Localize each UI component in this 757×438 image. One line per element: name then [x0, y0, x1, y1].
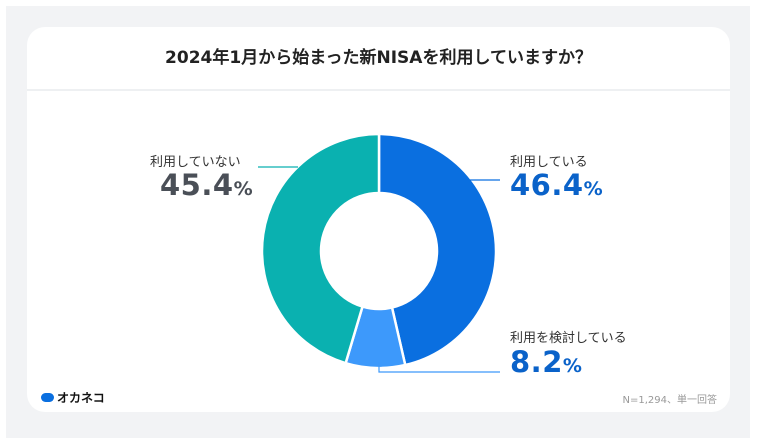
- sample-note: N=1,294、単一回答: [622, 395, 718, 406]
- label-not-using: 利用していない: [150, 155, 241, 170]
- brand-logo: オカネコ: [41, 389, 105, 406]
- slice-using: [377, 132, 498, 367]
- label-considering: 利用を検討している: [510, 331, 627, 346]
- value-using: 46.4%: [510, 168, 604, 202]
- value-not-using: 45.4%: [160, 168, 254, 202]
- chart-title: 2024年1月から始まった新NISAを利用していますか？: [165, 48, 592, 68]
- title-divider: [27, 89, 730, 91]
- value-considering: 8.2%: [510, 345, 583, 379]
- label-using: 利用している: [510, 155, 588, 170]
- slice-not-using: [260, 132, 381, 365]
- logo-icon: [41, 393, 54, 402]
- leader-line-considering: [378, 362, 500, 373]
